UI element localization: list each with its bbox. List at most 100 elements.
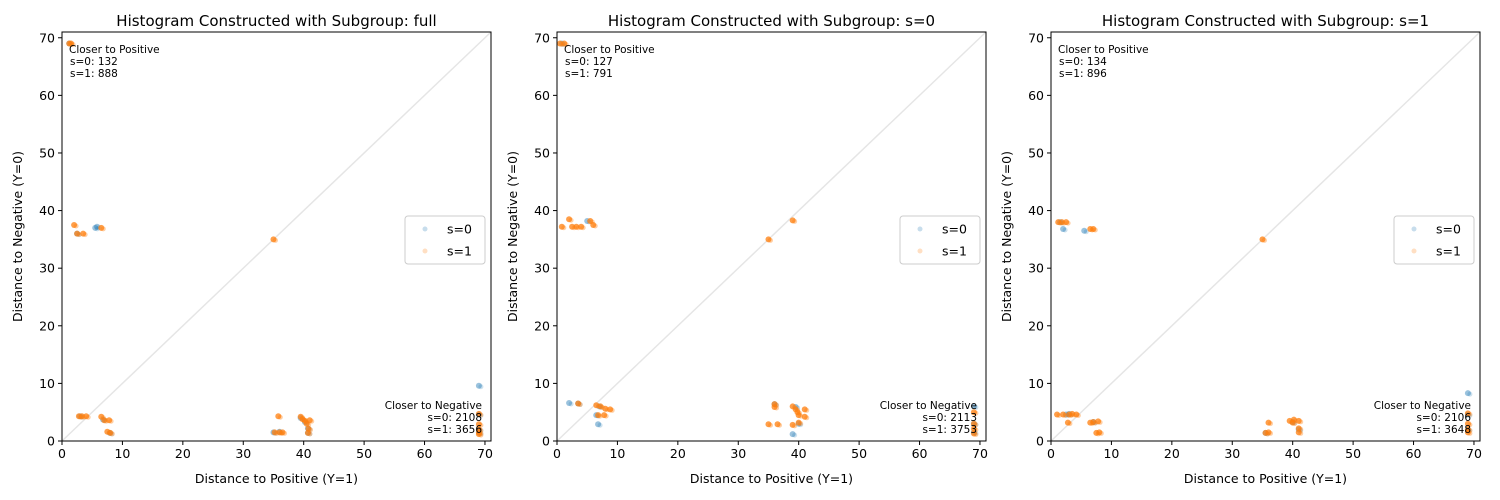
y-tick-label: 50 [1028, 145, 1044, 160]
legend-marker [917, 226, 923, 232]
y-tick-label: 70 [1028, 30, 1044, 45]
data-point [590, 221, 597, 228]
y-tick-label: 60 [534, 88, 550, 103]
y-tick-label: 40 [1028, 203, 1044, 218]
chart-panel-3: 0 10 20 30 40 50 60 70 0 10 20 30 40 50 60 70 Histogram … [999, 12, 1482, 486]
annotation-positive-title: Closer to Positive [564, 44, 655, 56]
data-point [71, 221, 78, 228]
data-point [1067, 421, 1073, 427]
data-point [603, 413, 609, 419]
data-point [801, 406, 808, 413]
data-point [1083, 229, 1089, 235]
y-tick-label: 30 [39, 261, 55, 276]
data-point [106, 417, 113, 424]
data-point [592, 223, 598, 229]
data-point [792, 423, 798, 429]
data-point [580, 225, 586, 231]
data-point [1060, 226, 1067, 233]
x-tick-label: 10 [1103, 446, 1119, 461]
data-point [792, 432, 798, 438]
data-point [270, 236, 277, 243]
data-point [1298, 419, 1304, 425]
chart-panel-2: 0 10 20 30 40 50 60 70 0 10 20 30 40 50 60 70 Histogram … [505, 12, 988, 486]
data-point [309, 418, 315, 424]
y-tick-label: 60 [1028, 88, 1044, 103]
annotation-positive-count: s=0: 132 [70, 56, 118, 68]
data-point [82, 232, 88, 238]
annotation-negative-count: s=1: 3656 [427, 424, 482, 436]
data-point [1073, 411, 1080, 418]
y-tick-label: 60 [39, 88, 55, 103]
data-point [568, 401, 574, 407]
data-point [789, 431, 796, 438]
data-point [1467, 411, 1473, 417]
x-tick-label: 70 [1466, 446, 1482, 461]
x-tick-label: 10 [609, 446, 625, 461]
data-point [475, 382, 482, 389]
data-point [83, 413, 90, 420]
data-point [85, 414, 91, 420]
x-tick-label: 60 [1406, 446, 1422, 461]
annotation-negative-count: s=0: 2108 [427, 412, 482, 424]
data-point [1268, 430, 1274, 436]
data-point [1058, 219, 1065, 226]
y-tick-label: 10 [39, 376, 55, 391]
y-tick-label: 70 [534, 30, 550, 45]
annotation-positive-title: Closer to Positive [69, 44, 160, 56]
data-point [563, 42, 569, 48]
data-point [774, 421, 781, 428]
data-point [1062, 227, 1068, 233]
data-point [74, 230, 81, 237]
data-point [577, 402, 583, 408]
data-point [475, 410, 482, 417]
data-point [798, 421, 804, 427]
y-tick-label: 40 [534, 203, 550, 218]
data-point [305, 425, 312, 432]
x-tick-label: 50 [1345, 446, 1361, 461]
data-point [1060, 411, 1067, 418]
x-tick-label: 0 [553, 446, 561, 461]
data-point [970, 425, 977, 432]
data-point [777, 422, 783, 428]
data-point [789, 217, 796, 224]
legend-label: s=1 [1436, 244, 1461, 259]
annotation-negative-count: s=1: 3648 [1416, 424, 1471, 436]
data-point [1265, 429, 1272, 436]
y-tick-label: 50 [534, 145, 550, 160]
diagonal-line [556, 31, 987, 442]
legend: s=0s=1 [1393, 215, 1475, 265]
x-tick-label: 0 [58, 446, 66, 461]
x-tick-label: 20 [1164, 446, 1180, 461]
data-point [792, 218, 798, 224]
series-s=1 [1054, 219, 1473, 437]
data-point [789, 421, 796, 428]
data-point [578, 223, 585, 230]
diagonal-line [61, 31, 492, 442]
data-point [575, 400, 582, 407]
y-tick-label: 70 [39, 30, 55, 45]
y-tick-label: 30 [1028, 261, 1044, 276]
annotation-positive-count: s=0: 134 [1059, 56, 1107, 68]
x-axis-label: Distance to Positive (Y=1) [195, 471, 358, 486]
annotation-negative-title: Closer to Negative [385, 400, 482, 412]
data-point [272, 237, 278, 243]
annotation-positive-count: s=1: 888 [70, 68, 118, 80]
axes-frame [61, 31, 492, 442]
data-point [109, 431, 115, 437]
data-point [767, 237, 773, 243]
data-point [595, 421, 602, 428]
data-point [1097, 419, 1103, 425]
data-point [970, 430, 977, 437]
data-point [1095, 418, 1102, 425]
y-tick-label: 0 [47, 434, 55, 449]
data-point [557, 40, 564, 47]
x-tick-label: 30 [235, 446, 251, 461]
y-tick-label: 0 [542, 434, 550, 449]
data-point [478, 384, 484, 390]
x-tick-label: 50 [356, 446, 372, 461]
legend-label: s=0 [447, 222, 472, 237]
data-point [106, 430, 112, 436]
data-point [1467, 430, 1473, 436]
y-tick-label: 10 [1028, 376, 1044, 391]
